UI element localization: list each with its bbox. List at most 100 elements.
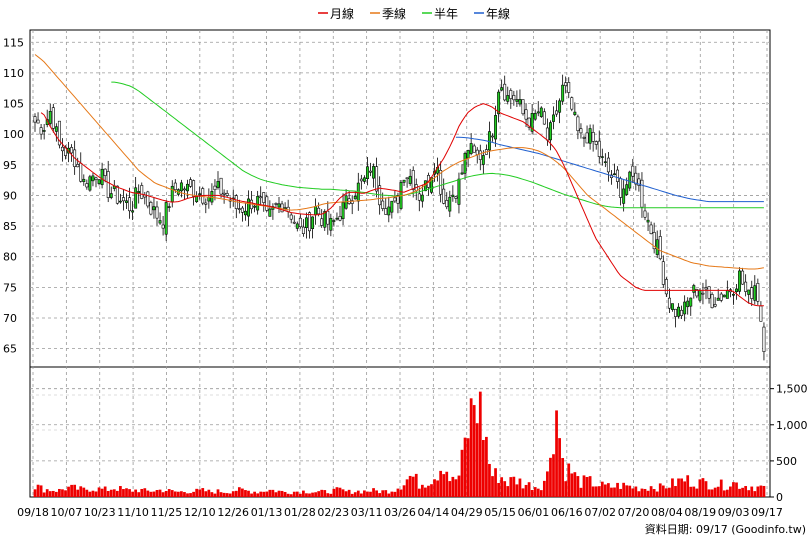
candle-up: [277, 203, 281, 208]
volume-bar: [600, 481, 604, 497]
candle-down: [289, 214, 293, 220]
volume-bar: [506, 486, 510, 497]
date-axis-ticks: 09/18 10/07 10/23 11/10 11/25 12/10 12/26 01/13…: [17, 506, 783, 519]
volume-bar: [469, 398, 473, 497]
legend-label: 半年: [434, 7, 458, 21]
candle-up: [725, 290, 729, 299]
volume-bar: [756, 486, 760, 497]
volume-bar: [106, 490, 110, 497]
volume-bar: [689, 486, 693, 497]
volume-bar: [119, 486, 122, 497]
volume-bar: [158, 489, 162, 497]
volume-bar: [582, 475, 586, 497]
volume-bar: [466, 438, 470, 497]
candle-up: [506, 95, 510, 102]
price-tick-label: 75: [3, 281, 17, 294]
x-tick-label: 03/26: [384, 506, 416, 519]
candle-up: [487, 131, 491, 151]
volume-bar: [219, 492, 223, 497]
volume-bar: [549, 457, 552, 497]
x-tick-label: 04/29: [451, 506, 483, 519]
volume-bar: [305, 493, 308, 497]
x-tick-label: 10/07: [51, 506, 83, 519]
volume-bar: [494, 468, 497, 497]
volume-bar: [195, 488, 199, 497]
volume-bar: [716, 486, 720, 497]
candle-down: [674, 308, 677, 317]
volume-bar: [607, 483, 610, 497]
volume-bar: [628, 485, 632, 497]
volume-bar: [298, 493, 302, 497]
volume-bar: [381, 490, 385, 497]
candle-down: [475, 149, 479, 155]
volume-bar: [152, 491, 156, 497]
legend-label: 季線: [382, 6, 406, 21]
volume-bar: [594, 486, 598, 497]
volume-bar: [542, 480, 546, 497]
volume-bar: [460, 449, 464, 497]
volume-bar: [616, 482, 619, 497]
candle-down: [704, 287, 708, 290]
price-tick-label: 105: [3, 98, 24, 111]
volume-bar: [637, 491, 641, 497]
volume-bar: [366, 491, 369, 497]
x-tick-label: 12/26: [217, 506, 249, 519]
volume-bar: [536, 488, 540, 497]
volume-bar: [332, 488, 336, 497]
volume-bar: [704, 481, 708, 497]
candle-up: [588, 128, 592, 144]
volume-bar: [170, 490, 174, 497]
volume-bar: [372, 488, 375, 497]
candle-down: [51, 107, 55, 129]
candle-up: [365, 166, 369, 180]
x-tick-label: 01/28: [284, 506, 316, 519]
candle-down: [149, 201, 153, 215]
volume-bar: [268, 489, 272, 497]
candle-up: [420, 194, 424, 202]
volume-bar: [356, 490, 360, 497]
candle-up: [164, 202, 168, 235]
volume-bar: [652, 489, 656, 497]
volume-bar: [658, 483, 662, 497]
volume-bar: [686, 475, 690, 497]
volume-bar: [222, 492, 226, 497]
volume-bar: [725, 489, 729, 497]
candle-up: [600, 156, 604, 158]
x-tick-label: 09/17: [751, 506, 783, 519]
volume-bar: [36, 484, 40, 497]
candle-up: [54, 126, 58, 132]
candle-up: [518, 99, 522, 105]
volume-bar: [622, 482, 626, 497]
x-tick-label: 12/10: [184, 506, 216, 519]
candle-up: [628, 171, 632, 189]
candle-down: [36, 119, 40, 124]
candle-down: [393, 197, 397, 202]
volume-bar: [546, 471, 549, 497]
volume-bar: [402, 485, 406, 497]
x-tick-label: 09/03: [718, 506, 750, 519]
volume-bar: [411, 476, 415, 497]
volume-bar: [646, 490, 650, 497]
volume-bar: [591, 486, 595, 497]
volume-bar: [329, 493, 333, 497]
x-tick-label: 08/04: [651, 506, 683, 519]
volume-bar: [573, 472, 577, 497]
volume-bar: [225, 493, 229, 497]
volume-bar: [320, 489, 324, 497]
volume-bar: [405, 479, 409, 497]
candle-up: [561, 84, 565, 102]
candle-up: [82, 178, 86, 182]
volume-bar: [613, 487, 616, 497]
candle-up: [100, 168, 104, 186]
volume-bar: [326, 493, 330, 497]
candle-up: [207, 196, 211, 202]
candle-down: [411, 170, 415, 190]
candle-down: [545, 127, 549, 141]
candle-up: [613, 173, 616, 176]
volume-bar: [231, 491, 235, 497]
volume-bar: [442, 474, 446, 497]
candle-down: [94, 177, 98, 180]
price-tick-label: 95: [3, 159, 17, 172]
volume-bar: [509, 477, 513, 497]
candle-up: [548, 122, 552, 141]
